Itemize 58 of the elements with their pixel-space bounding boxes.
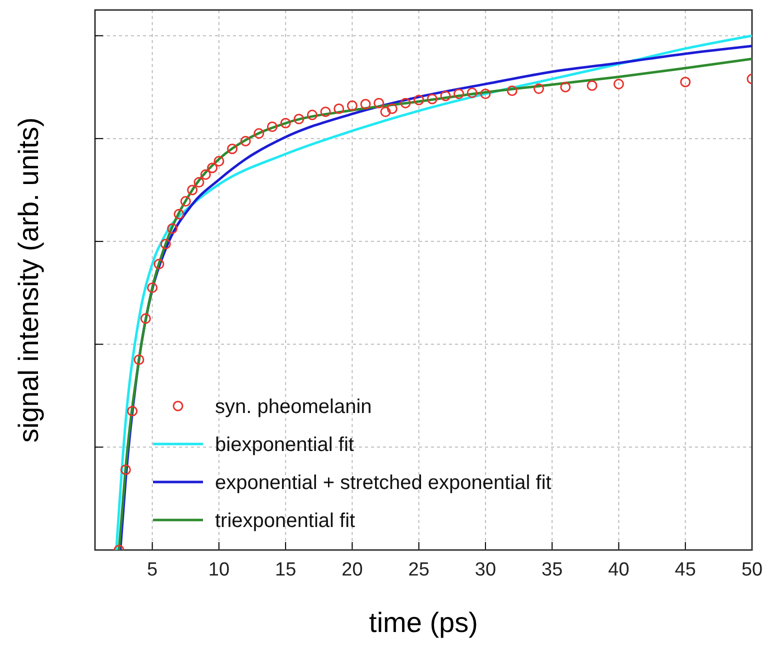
point [266, 121, 278, 132]
point [280, 118, 291, 128]
point [147, 282, 158, 293]
point [560, 82, 571, 92]
legend-label: exponential + stretched exponential fit [215, 472, 552, 494]
point [120, 464, 131, 476]
point [320, 106, 331, 118]
point [200, 169, 211, 180]
point [534, 83, 544, 94]
x-tick-label: 10 [208, 559, 230, 580]
legend-label: syn. pheomelanin [215, 396, 372, 418]
point [480, 88, 491, 100]
point [414, 94, 424, 106]
point [134, 354, 144, 365]
point [346, 100, 358, 111]
point [167, 223, 178, 234]
point [374, 98, 384, 108]
point [127, 406, 138, 416]
x-tick-label: 30 [474, 559, 496, 580]
x-axis-title: time (ps) [369, 607, 478, 638]
point [440, 90, 451, 102]
point [426, 94, 438, 104]
point [454, 88, 464, 100]
point [207, 162, 218, 174]
point [680, 76, 691, 88]
point [194, 177, 204, 188]
point [360, 98, 371, 110]
legend-label: triexponential fit [215, 510, 356, 532]
point [187, 184, 198, 196]
legend-label: biexponential fit [215, 434, 354, 456]
x-tick-label: 20 [342, 559, 363, 580]
point [306, 110, 318, 120]
point [506, 85, 518, 96]
x-tick-label: 5 [147, 559, 158, 580]
x-tick-label: 35 [542, 559, 563, 580]
point [160, 238, 171, 250]
x-tick-label: 45 [674, 559, 696, 580]
point [214, 156, 224, 166]
point [386, 103, 398, 114]
point [254, 128, 264, 139]
point [586, 80, 598, 91]
point [613, 78, 624, 90]
point [154, 258, 164, 270]
point [294, 114, 304, 124]
point [240, 136, 251, 146]
point [334, 103, 344, 114]
x-tick-label: 25 [408, 559, 430, 580]
y-axis-title: signal intensity (arb. units) [13, 117, 44, 443]
x-tick-label: 15 [275, 559, 296, 580]
point [180, 196, 191, 207]
point [400, 98, 411, 108]
x-tick-label: 40 [608, 559, 630, 580]
point [174, 208, 184, 220]
x-tick-label: 50 [741, 559, 763, 580]
point [140, 313, 151, 324]
point [227, 144, 238, 154]
point [380, 106, 391, 118]
point [466, 88, 478, 98]
